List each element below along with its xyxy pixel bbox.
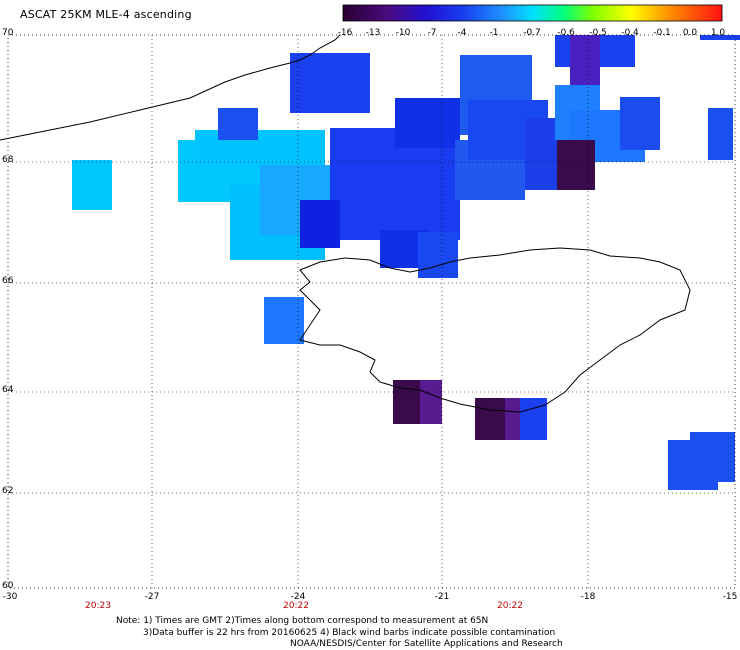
lat-tick: 62 bbox=[2, 486, 14, 496]
colorbar-label: 1.0 bbox=[710, 28, 726, 38]
lon-tick: -24 bbox=[290, 592, 306, 602]
colorbar-label: -1 bbox=[489, 28, 499, 38]
time-label: 20:22 bbox=[497, 601, 523, 611]
time-label: 20:22 bbox=[283, 601, 309, 611]
lat-tick: 70 bbox=[2, 28, 14, 38]
note-line-2: 3)Data buffer is 22 hrs from 20160625 4)… bbox=[143, 628, 556, 638]
colorbar-label: -10 bbox=[395, 28, 411, 38]
colorbar-label: -0.5 bbox=[589, 28, 607, 38]
map-title: ASCAT 25KM MLE-4 ascending bbox=[20, 8, 192, 21]
colorbar-label: -4 bbox=[457, 28, 467, 38]
lon-tick: -18 bbox=[580, 592, 596, 602]
lon-tick: -27 bbox=[144, 592, 160, 602]
lon-tick: -21 bbox=[434, 592, 450, 602]
note-line-1: Note: 1) Times are GMT 2)Times along bot… bbox=[116, 616, 489, 626]
colorbar-label: -0.4 bbox=[621, 28, 639, 38]
note-line-3: NOAA/NESDIS/Center for Satellite Applica… bbox=[290, 639, 563, 649]
colorbar-label: -13 bbox=[365, 28, 381, 38]
lon-tick: -15 bbox=[722, 592, 738, 602]
lat-tick: 64 bbox=[2, 385, 14, 395]
lat-tick: 66 bbox=[2, 276, 14, 286]
lat-tick: 68 bbox=[2, 155, 14, 165]
colorbar-label: -0.7 bbox=[523, 28, 541, 38]
lat-tick: 60 bbox=[2, 581, 14, 591]
colorbar-label: -16 bbox=[337, 28, 353, 38]
colorbar-label: -7 bbox=[427, 28, 437, 38]
time-label: 20:23 bbox=[85, 601, 111, 611]
graticule bbox=[8, 35, 735, 588]
colorbar bbox=[342, 4, 723, 22]
colorbar-label: -0.6 bbox=[557, 28, 575, 38]
coastlines bbox=[0, 34, 691, 413]
lon-tick: -30 bbox=[2, 592, 18, 602]
data-blocks bbox=[72, 35, 740, 490]
colorbar-label: 0.0 bbox=[682, 28, 698, 38]
colorbar-label: -0.1 bbox=[653, 28, 671, 38]
